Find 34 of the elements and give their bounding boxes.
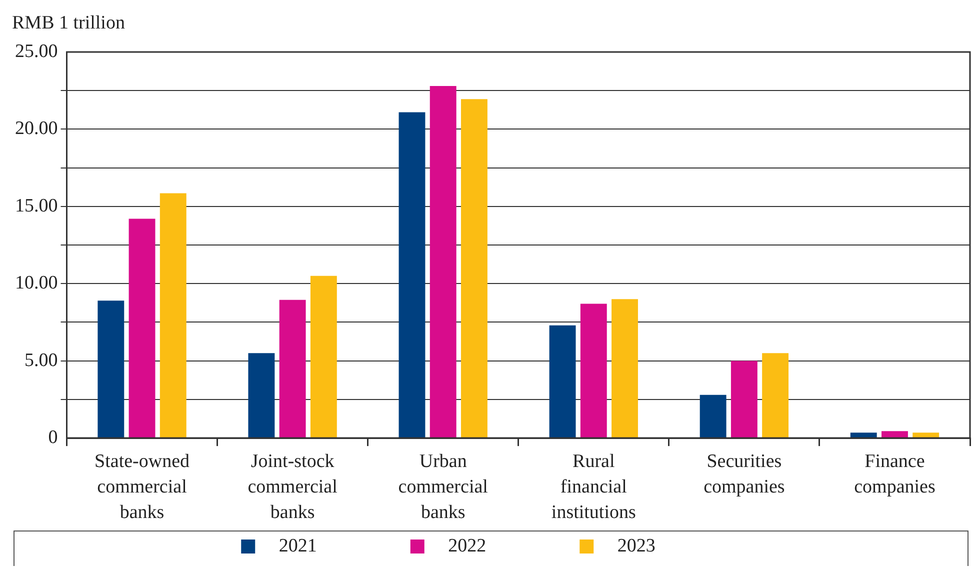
bar — [762, 353, 789, 438]
y-axis-title: RMB 1 trillion — [12, 12, 126, 34]
bar — [580, 304, 607, 438]
bar — [700, 394, 726, 438]
legend-label: 2022 — [434, 535, 572, 556]
bar — [612, 299, 638, 438]
x-tick-label: Joint-stock commercial banks — [248, 450, 338, 524]
y-tick-label: 0 — [48, 427, 58, 448]
legend-label: 2021 — [264, 535, 402, 556]
x-tick-label: State-owned commercial banks — [94, 450, 190, 524]
x-tick-label: Finance companies — [854, 450, 936, 498]
y-tick-label: 25.00 — [15, 40, 58, 62]
bar — [160, 193, 186, 438]
bar — [912, 432, 940, 438]
bar — [882, 431, 908, 438]
bar — [128, 218, 156, 438]
y-tick-label: 15.00 — [15, 195, 58, 216]
bar — [279, 300, 306, 438]
bar — [98, 300, 124, 438]
x-tick-label: Rural financial institutions — [551, 450, 636, 524]
bar — [430, 86, 456, 438]
legend-label: 2023 — [603, 535, 741, 556]
x-tick-label: Securities companies — [704, 450, 785, 498]
y-tick-label: 10.00 — [15, 272, 58, 294]
bar — [310, 276, 337, 438]
x-tick-label: Urban commercial banks — [398, 450, 488, 524]
bar — [248, 353, 275, 438]
y-tick-label: 5.00 — [24, 350, 58, 371]
bar — [850, 432, 877, 438]
y-tick-label: 20.00 — [15, 118, 58, 140]
bar — [549, 325, 576, 438]
bar — [398, 112, 426, 438]
bar — [460, 99, 488, 438]
bar — [730, 360, 758, 438]
